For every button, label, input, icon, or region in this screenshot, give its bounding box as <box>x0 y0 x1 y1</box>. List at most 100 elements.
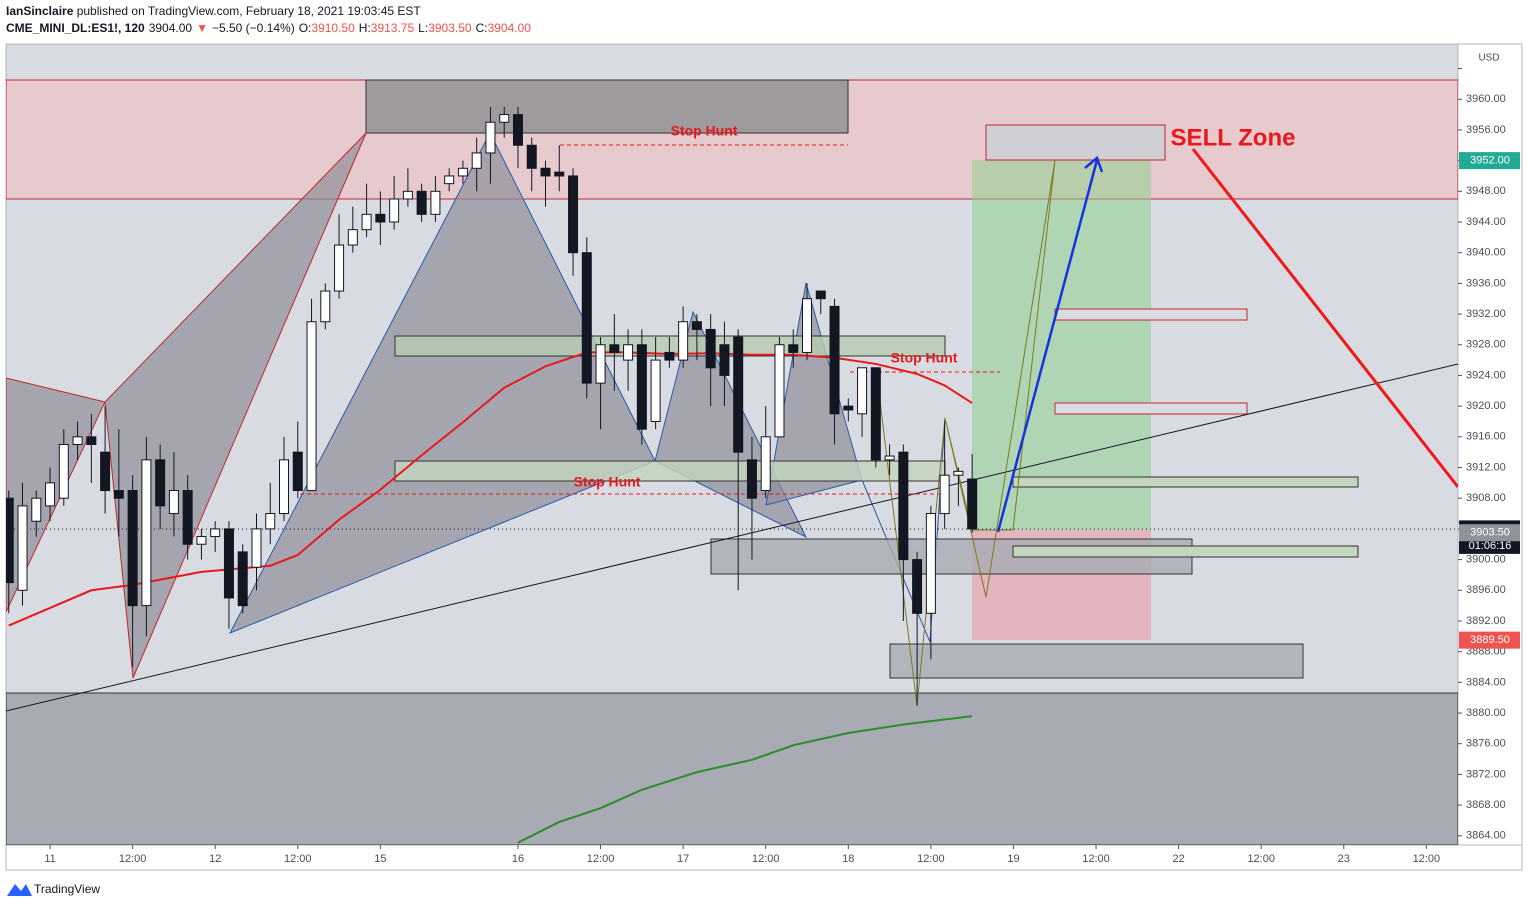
published: published on TradingView.com, February 1… <box>73 4 421 18</box>
candle-body <box>457 167 468 177</box>
candle-body <box>279 459 290 515</box>
candle-body <box>251 528 262 568</box>
y-tick-label: 3896.00 <box>1466 584 1506 596</box>
x-tick-label: 23 <box>1338 853 1350 865</box>
candle-body <box>100 451 111 492</box>
author: IanSinclaire <box>6 4 74 18</box>
candle-body <box>967 478 978 530</box>
zone-box <box>889 643 1304 679</box>
candle-body <box>430 190 441 215</box>
pattern <box>104 132 367 679</box>
candle-body <box>45 482 56 507</box>
candle-body <box>939 474 950 515</box>
candle-body <box>141 459 152 607</box>
projection-arrow <box>996 159 1099 533</box>
annotation: Stop Hunt <box>574 474 641 490</box>
currency: USD <box>1478 53 1499 64</box>
l-value: 3903.50 <box>428 21 472 35</box>
c-value: 3904.00 <box>488 21 532 35</box>
y-tick-label: 3900.00 <box>1466 553 1506 565</box>
zone-box <box>1054 308 1248 321</box>
candle-body <box>223 528 234 599</box>
y-tick-label: 3932.00 <box>1466 308 1506 320</box>
candle-body <box>512 114 523 146</box>
candle-body <box>540 167 551 177</box>
candle-body <box>320 290 331 323</box>
y-tick-label: 3924.00 <box>1466 369 1506 381</box>
price-label-bg <box>1459 524 1520 542</box>
y-tick-label: 3884.00 <box>1466 676 1506 688</box>
candle-body <box>581 252 592 384</box>
x-tick-label: 17 <box>677 853 689 865</box>
projection-line <box>1191 148 1458 488</box>
candle-body <box>196 536 207 545</box>
price-label: 3903.50 <box>1470 527 1510 539</box>
change: −5.50 (−0.14%) <box>212 21 295 35</box>
y-tick-label: 3880.00 <box>1466 707 1506 719</box>
x-tick-label: 19 <box>1007 853 1019 865</box>
axis-layer: 3864.00 3868.00 3872.00 3876.00 3880.00 3884.… <box>44 62 1520 865</box>
zone-box <box>1054 402 1248 415</box>
zone-box <box>1012 545 1359 558</box>
candle-body <box>485 121 496 154</box>
drawings <box>6 79 1458 845</box>
currency-bg <box>1466 50 1512 74</box>
y-tick-label: 3960.00 <box>1466 93 1506 105</box>
y-tick-label: 3892.00 <box>1466 615 1506 627</box>
x-tick-label: 12:00 <box>587 853 615 865</box>
candle-body <box>375 213 386 223</box>
x-tick-label: 22 <box>1172 853 1184 865</box>
countdown-bg <box>1459 537 1520 554</box>
candle-body <box>568 175 579 254</box>
candle-body <box>113 490 124 499</box>
countdown: 01:06:16 <box>1469 540 1512 552</box>
y-tick-label: 3920.00 <box>1466 400 1506 412</box>
candle-body <box>884 455 895 461</box>
symbol: CME_MINI_DL:ES1!, 120 <box>6 21 145 35</box>
x-tick-label: 12:00 <box>284 853 312 865</box>
y-tick-label: 3908.00 <box>1466 492 1506 504</box>
last: 3904.00 <box>149 21 193 35</box>
y-tick-label: 3928.00 <box>1466 339 1506 351</box>
candle-body <box>719 344 730 376</box>
candle-body <box>912 559 923 614</box>
candle-body <box>347 229 358 246</box>
y-tick-label: 3868.00 <box>1466 799 1506 811</box>
y-tick-label: 3864.00 <box>1466 830 1506 842</box>
candle-body <box>31 497 42 522</box>
price-label: 3952.00 <box>1470 155 1510 167</box>
y-tick-label: 3876.00 <box>1466 738 1506 750</box>
x-tick-label: 15 <box>374 853 386 865</box>
candle-body <box>182 490 193 545</box>
arrow-head <box>1084 155 1104 173</box>
moving-average <box>517 715 973 844</box>
o-label: O: <box>299 21 312 35</box>
annotation: Stop Hunt <box>671 123 738 139</box>
candle-body <box>746 459 757 499</box>
zone-box <box>1012 476 1359 488</box>
x-tick-label: 18 <box>842 853 854 865</box>
x-tick-label: 12:00 <box>1082 853 1110 865</box>
candle-body <box>416 190 427 215</box>
pattern <box>228 131 656 634</box>
c-label: C: <box>476 21 488 35</box>
candle-body <box>127 490 138 607</box>
y-tick-label: 3948.00 <box>1466 185 1506 197</box>
candle-body <box>58 444 69 499</box>
y-tick-label: 3916.00 <box>1466 431 1506 443</box>
price-label-bg <box>1459 631 1520 649</box>
candle-layer <box>6 106 978 706</box>
o-value: 3910.50 <box>311 21 355 35</box>
candle-body <box>953 470 964 476</box>
candle-body <box>17 505 28 591</box>
x-tick-label: 11 <box>44 853 55 865</box>
projection-path <box>875 159 1056 707</box>
candle-body <box>334 244 345 292</box>
zone-box <box>394 460 946 482</box>
candle-body <box>678 321 689 361</box>
candle-body <box>389 198 400 223</box>
candle-body <box>829 305 840 415</box>
candle-body <box>843 405 854 411</box>
candle-body <box>815 290 826 300</box>
